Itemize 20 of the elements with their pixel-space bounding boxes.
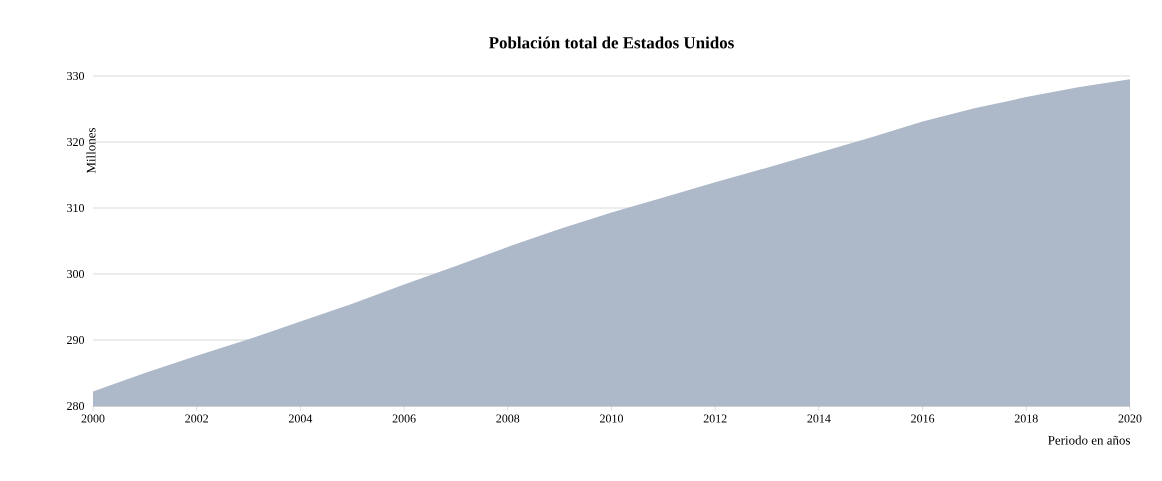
y-tick-label: 320 — [67, 137, 85, 147]
x-tick-label: 2004 — [288, 414, 313, 423]
x-tick-label: 2018 — [1014, 414, 1038, 423]
x-tick-label: 2000 — [81, 414, 105, 423]
y-tick-label: 290 — [67, 335, 85, 345]
x-tick-label: 2008 — [496, 414, 520, 423]
x-tick-label: 2006 — [392, 414, 416, 423]
y-axis-title: Millones — [86, 127, 96, 174]
y-tick-label: 300 — [67, 269, 85, 279]
x-axis-title: Periodo en años — [1048, 435, 1130, 445]
x-tick-label: 2020 — [1118, 414, 1142, 423]
y-tick-label: 310 — [67, 203, 85, 213]
x-tick-label: 2010 — [600, 414, 623, 423]
chart-title: Población total de Estados Unidos — [488, 36, 734, 49]
y-tick-label: 330 — [67, 71, 85, 81]
x-tick-label: 2014 — [807, 414, 831, 423]
x-tick-label: 2002 — [185, 414, 208, 423]
x-tick-label: 2016 — [911, 414, 935, 423]
y-tick-label: 280 — [67, 401, 85, 411]
x-tick-label: 2012 — [703, 414, 727, 423]
